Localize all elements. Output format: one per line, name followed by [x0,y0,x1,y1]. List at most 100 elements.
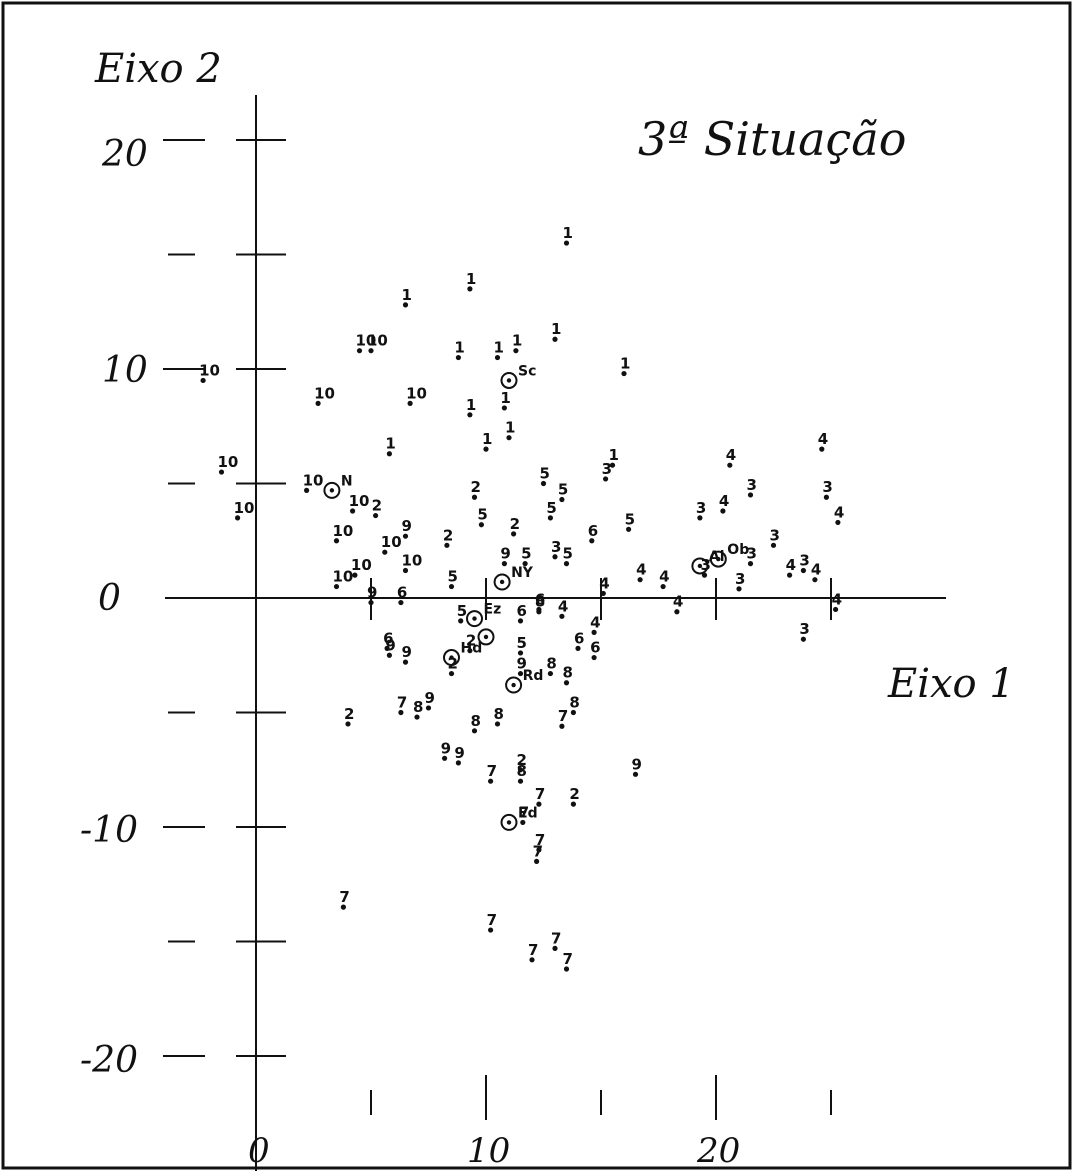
data-point-label: 4 [659,568,669,586]
data-point-label: 3 [770,526,780,544]
y-axis-title: Eixo 2 [94,46,222,92]
data-point [701,572,708,578]
data-point-label: 1 [500,389,510,407]
reference-marker [493,573,511,591]
reference-marker [466,610,483,628]
data-point [200,377,206,384]
data-point [609,462,616,468]
data-point-label: 9 [632,755,642,773]
data-point-label: 8 [535,593,545,611]
data-point [787,572,793,578]
data-point-label: 1 [609,446,619,464]
data-point-label: 5 [457,602,467,620]
data-point [559,613,565,619]
data-point-label: 4 [818,430,828,448]
data-point [552,336,558,342]
data-point [552,945,558,951]
data-point-label: 5 [558,481,568,499]
data-point-label: 2 [569,785,579,803]
data-point-label: 3 [696,499,706,517]
reference-marker-center [506,378,512,383]
data-point-label: 7 [563,950,573,968]
data-point-label: 4 [719,492,729,510]
data-point-label: 5 [448,568,458,586]
data-point-label: 10 [199,361,220,379]
chart-title: 3ª Situação [638,112,906,166]
data-point [591,629,597,635]
data-point [368,348,374,354]
data-point-label: 5 [540,465,550,483]
data-point [494,721,501,727]
reference-marker-center [483,634,489,640]
data-point-label: 2 [517,751,527,769]
data-point-label: 1 [620,355,630,373]
data-point [536,801,542,807]
data-point-label: 2 [466,632,476,650]
data-point-label: 1 [466,270,476,288]
data-point [720,508,726,514]
data-point [455,354,461,361]
data-point-label: 6 [588,522,598,540]
data-point-label: 7 [558,707,568,725]
data-point [402,302,409,308]
y-tick-label-neg20: -20 [80,1040,138,1081]
data-point [812,577,818,583]
reference-marker-center [472,616,477,621]
data-point [520,819,526,826]
data-point-label: 8 [517,762,527,780]
data-point [536,609,542,615]
data-point-label: 1 [505,419,515,437]
reference-label: Ob [727,542,749,558]
data-point-label: 2 [471,478,481,496]
data-point-label: 1 [494,339,504,357]
data-point-label: 5 [517,634,527,652]
data-point-label: 10 [333,522,354,540]
data-point-label: 3 [799,552,809,570]
data-point [570,801,577,807]
data-point [467,286,473,292]
data-point-label: 7 [339,888,349,906]
data-point [517,670,524,677]
data-point [547,670,554,677]
reference-marker-center [499,579,505,585]
data-point-label: 8 [494,705,504,723]
data-point [770,542,777,548]
y-tick-label-20: 20 [101,134,148,175]
data-point-label: 4 [832,590,842,608]
data-point-label: 7 [519,803,529,821]
data-point [747,561,754,567]
data-point [536,847,542,853]
data-point [483,446,489,452]
data-point-label: 9 [402,517,412,535]
data-point [510,531,517,537]
data-point-label: 7 [533,842,543,860]
data-point-label: 4 [599,574,609,592]
reference-marker-center [449,655,454,660]
data-point [471,494,478,500]
data-point-label: 4 [834,503,844,521]
data-point [800,567,807,574]
data-point-label: 3 [602,460,612,478]
reference-marker [323,481,341,499]
data-point-label: 5 [477,506,487,524]
data-point [563,240,570,246]
data-point [501,405,507,411]
data-point [506,435,512,441]
data-point-label: 3 [551,538,561,556]
data-point [384,645,390,651]
data-point-label: 4 [673,593,683,611]
data-point-label: 4 [811,561,821,579]
data-point [563,680,570,686]
data-point [522,561,528,567]
data-point [340,904,346,910]
data-point [448,583,455,590]
data-point [563,966,570,972]
data-point-label: 7 [551,929,561,947]
y-tick-label-10: 10 [102,350,148,391]
data-point-label: 3 [799,620,809,638]
x-tick-label-20: 20 [696,1131,740,1171]
data-point [591,654,597,661]
data-point [478,522,484,528]
reference-marker [691,557,709,575]
